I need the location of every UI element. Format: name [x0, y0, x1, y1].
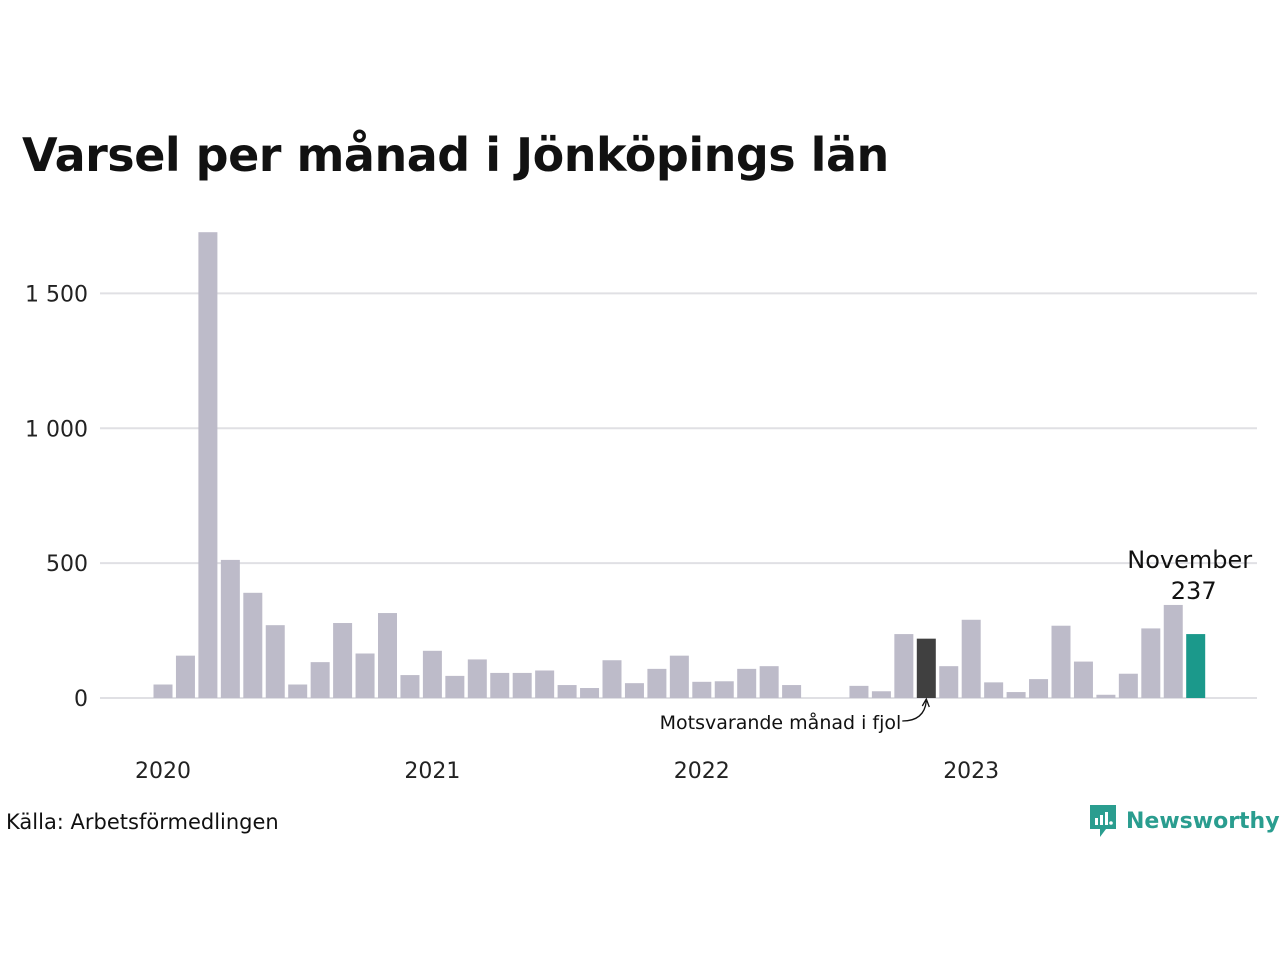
- y-tick-label: 500: [46, 552, 88, 577]
- bar-2023-02: [984, 682, 1004, 698]
- bar-2020-04: [220, 559, 240, 698]
- x-axis-year-labels: 2020 2021 2022 2023: [135, 759, 999, 784]
- bar-2020-08: [310, 662, 330, 698]
- bar-2020-01: [153, 684, 173, 698]
- bar-2021-03: [467, 659, 487, 698]
- y-tick-label: 1 500: [25, 282, 88, 307]
- current-value-label: 237: [1171, 577, 1217, 605]
- bar-2022-02: [714, 681, 734, 698]
- bar-2021-11: [647, 668, 667, 698]
- brand-logo: Newsworthy: [1088, 803, 1280, 839]
- bar-2020-02: [175, 655, 195, 698]
- newsworthy-logo-icon: [1090, 805, 1116, 837]
- y-tick-label: 1 000: [25, 417, 88, 442]
- bar-2023-10: [1163, 604, 1183, 698]
- bar-2021-01: [422, 650, 442, 698]
- bar-2023-08: [1118, 673, 1138, 698]
- bar-2020-11: [378, 613, 397, 698]
- x-tick-label: 2020: [135, 759, 191, 784]
- bar-2023-06: [1073, 661, 1093, 698]
- annotations: November 237 Motsvarande månad i fjol: [660, 546, 1253, 734]
- bar-2023-11: [1186, 634, 1206, 698]
- bar-2021-04: [490, 672, 510, 698]
- bar-2021-05: [512, 672, 532, 698]
- bar-2022-08: [849, 685, 869, 698]
- y-axis-tick-labels: 0 500 1 000 1 500: [25, 282, 88, 712]
- bar-2021-12: [669, 655, 689, 698]
- bar-2023-03: [1006, 692, 1026, 698]
- brand-name: Newsworthy: [1126, 808, 1280, 834]
- bar-2020-03: [198, 232, 218, 698]
- bar-2023-04: [1029, 679, 1049, 698]
- bar-2021-06: [535, 670, 555, 698]
- bar-2020-05: [243, 592, 263, 698]
- bar-2023-05: [1051, 625, 1071, 698]
- chart-title: Varsel per månad i Jönköpings län: [22, 128, 889, 182]
- x-tick-label: 2023: [943, 759, 999, 784]
- bar-2021-08: [580, 688, 600, 698]
- bar-2023-09: [1141, 628, 1161, 698]
- bar-2022-01: [692, 681, 712, 698]
- previous-year-arrow: [902, 700, 927, 722]
- bars: [153, 232, 1206, 698]
- bar-2021-09: [602, 660, 622, 698]
- x-tick-label: 2021: [404, 759, 460, 784]
- bar-2022-05: [782, 685, 802, 698]
- bar-2020-10: [355, 653, 375, 698]
- bar-2023-07: [1096, 694, 1116, 698]
- bar-2020-06: [265, 625, 285, 698]
- previous-year-arrowhead: [921, 697, 930, 708]
- bar-2021-02: [445, 675, 465, 698]
- bar-2020-07: [288, 684, 308, 698]
- previous-year-label: Motsvarande månad i fjol: [660, 711, 902, 734]
- bar-2022-03: [737, 668, 757, 698]
- bar-2020-12: [400, 675, 420, 698]
- bar-2020-09: [333, 623, 353, 698]
- bar-2022-10: [894, 634, 914, 698]
- y-tick-label: 0: [74, 687, 88, 712]
- source-label: Källa: Arbetsförmedlingen: [6, 810, 279, 834]
- current-month-label: November: [1127, 546, 1252, 574]
- bar-2021-07: [557, 685, 577, 698]
- bar-2022-09: [871, 691, 891, 698]
- x-tick-label: 2022: [674, 759, 730, 784]
- bar-2023-01: [961, 619, 981, 698]
- bar-2022-11: [916, 638, 936, 698]
- bar-2022-04: [759, 666, 779, 698]
- bar-2021-10: [624, 683, 644, 698]
- bar-2022-12: [939, 666, 959, 698]
